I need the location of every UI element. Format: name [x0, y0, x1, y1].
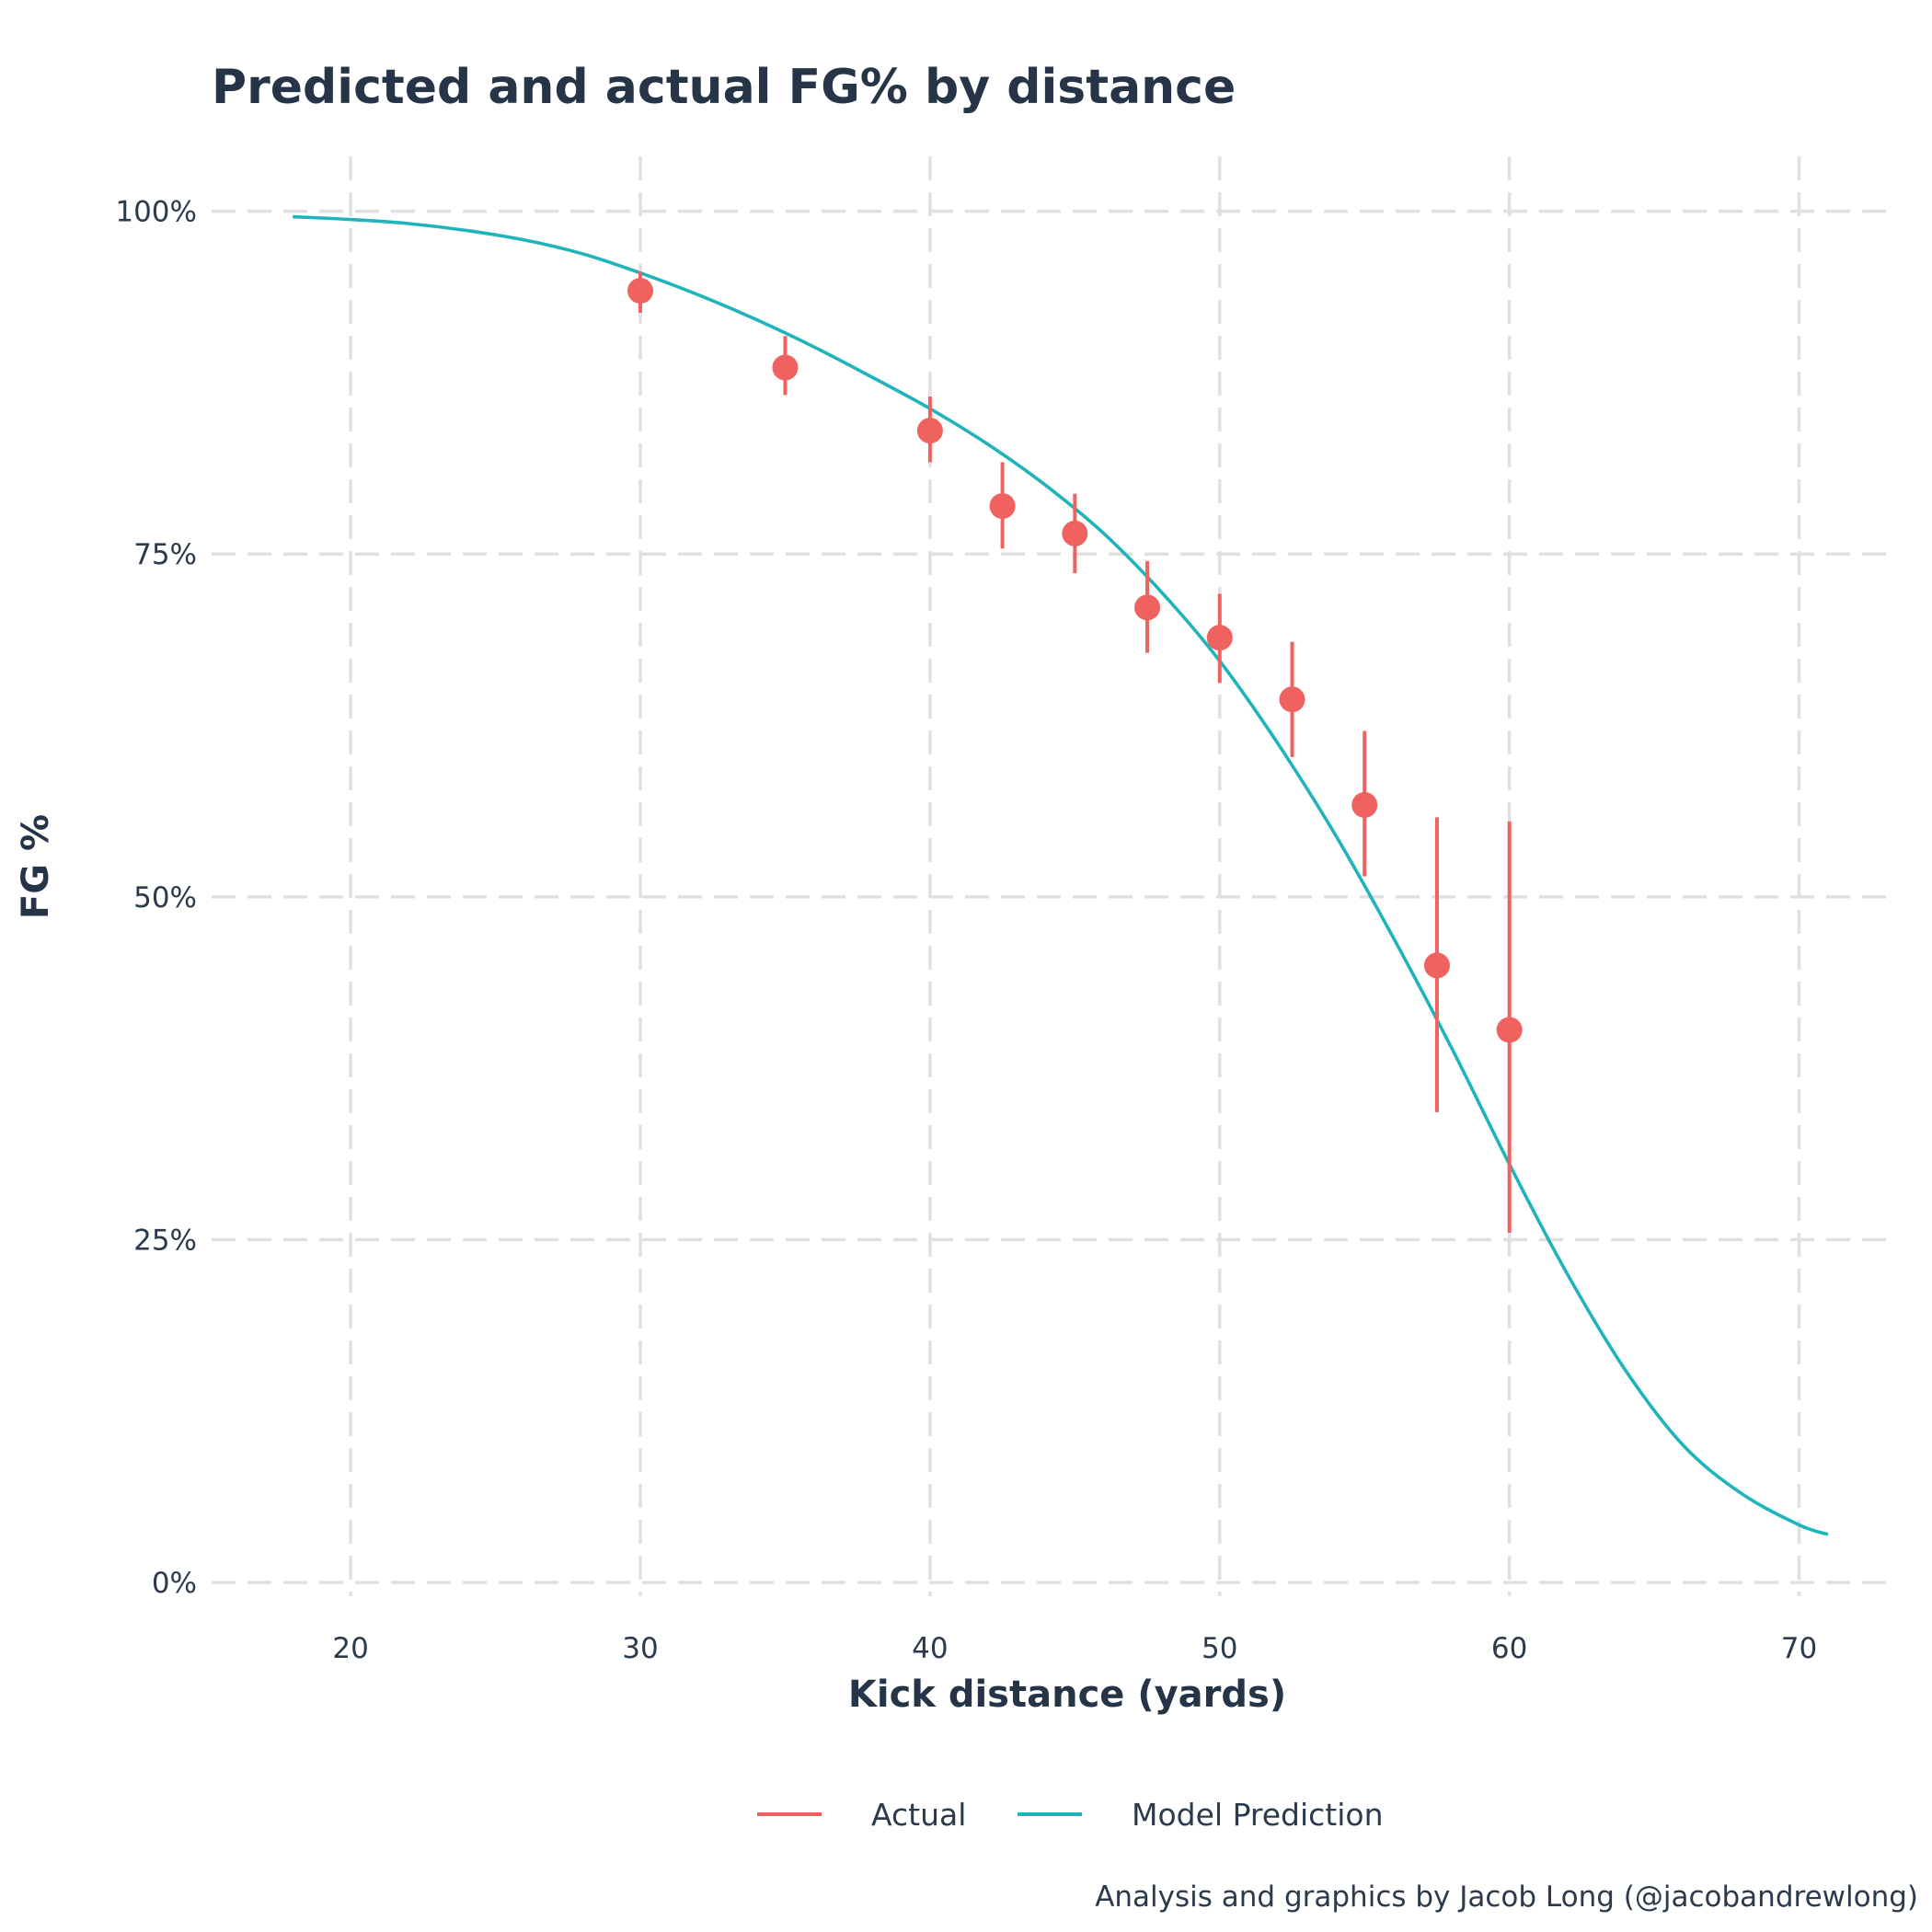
legend-label-model-prediction: Model Prediction: [1132, 1797, 1384, 1833]
actual-point: [1496, 1017, 1523, 1043]
y-axis-title: FG %: [15, 814, 57, 919]
x-tick-label: 70: [1781, 1632, 1817, 1665]
y-tick-label: 25%: [133, 1224, 197, 1257]
actual-point: [1279, 686, 1305, 713]
actual-point: [989, 493, 1016, 520]
y-tick-label: 100%: [115, 196, 197, 229]
actual-point: [1423, 952, 1450, 979]
x-tick-labels: 20 30 40 50 60 70: [332, 1632, 1817, 1665]
x-tick-label: 20: [332, 1632, 368, 1665]
actual-series: [627, 271, 1523, 1234]
legend: Actual Model Prediction: [757, 1797, 1384, 1833]
x-tick-label: 30: [622, 1632, 658, 1665]
y-tick-label: 75%: [133, 538, 197, 571]
x-axis-title: Kick distance (yards): [848, 1673, 1286, 1716]
actual-point: [772, 354, 799, 381]
grid: [212, 156, 1886, 1596]
model-prediction-line: [293, 214, 1829, 1536]
actual-point: [1351, 791, 1378, 818]
actual-point: [627, 278, 654, 305]
y-tick-labels: 0% 25% 50% 75% 100%: [115, 196, 197, 1600]
chart-title: Predicted and actual FG% by distance: [212, 60, 1236, 115]
y-tick-label: 50%: [133, 881, 197, 914]
legend-label-actual: Actual: [871, 1797, 966, 1833]
actual-point: [1206, 625, 1233, 651]
actual-point: [1134, 594, 1161, 621]
x-tick-label: 60: [1491, 1632, 1527, 1665]
model-prediction-series: [293, 214, 1829, 1536]
actual-point: [916, 418, 943, 444]
x-tick-label: 50: [1202, 1632, 1237, 1665]
y-tick-label: 0%: [152, 1567, 197, 1600]
actual-point: [1062, 520, 1088, 546]
caption: Analysis and graphics by Jacob Long (@ja…: [1095, 1880, 1918, 1914]
x-tick-label: 40: [912, 1632, 948, 1665]
